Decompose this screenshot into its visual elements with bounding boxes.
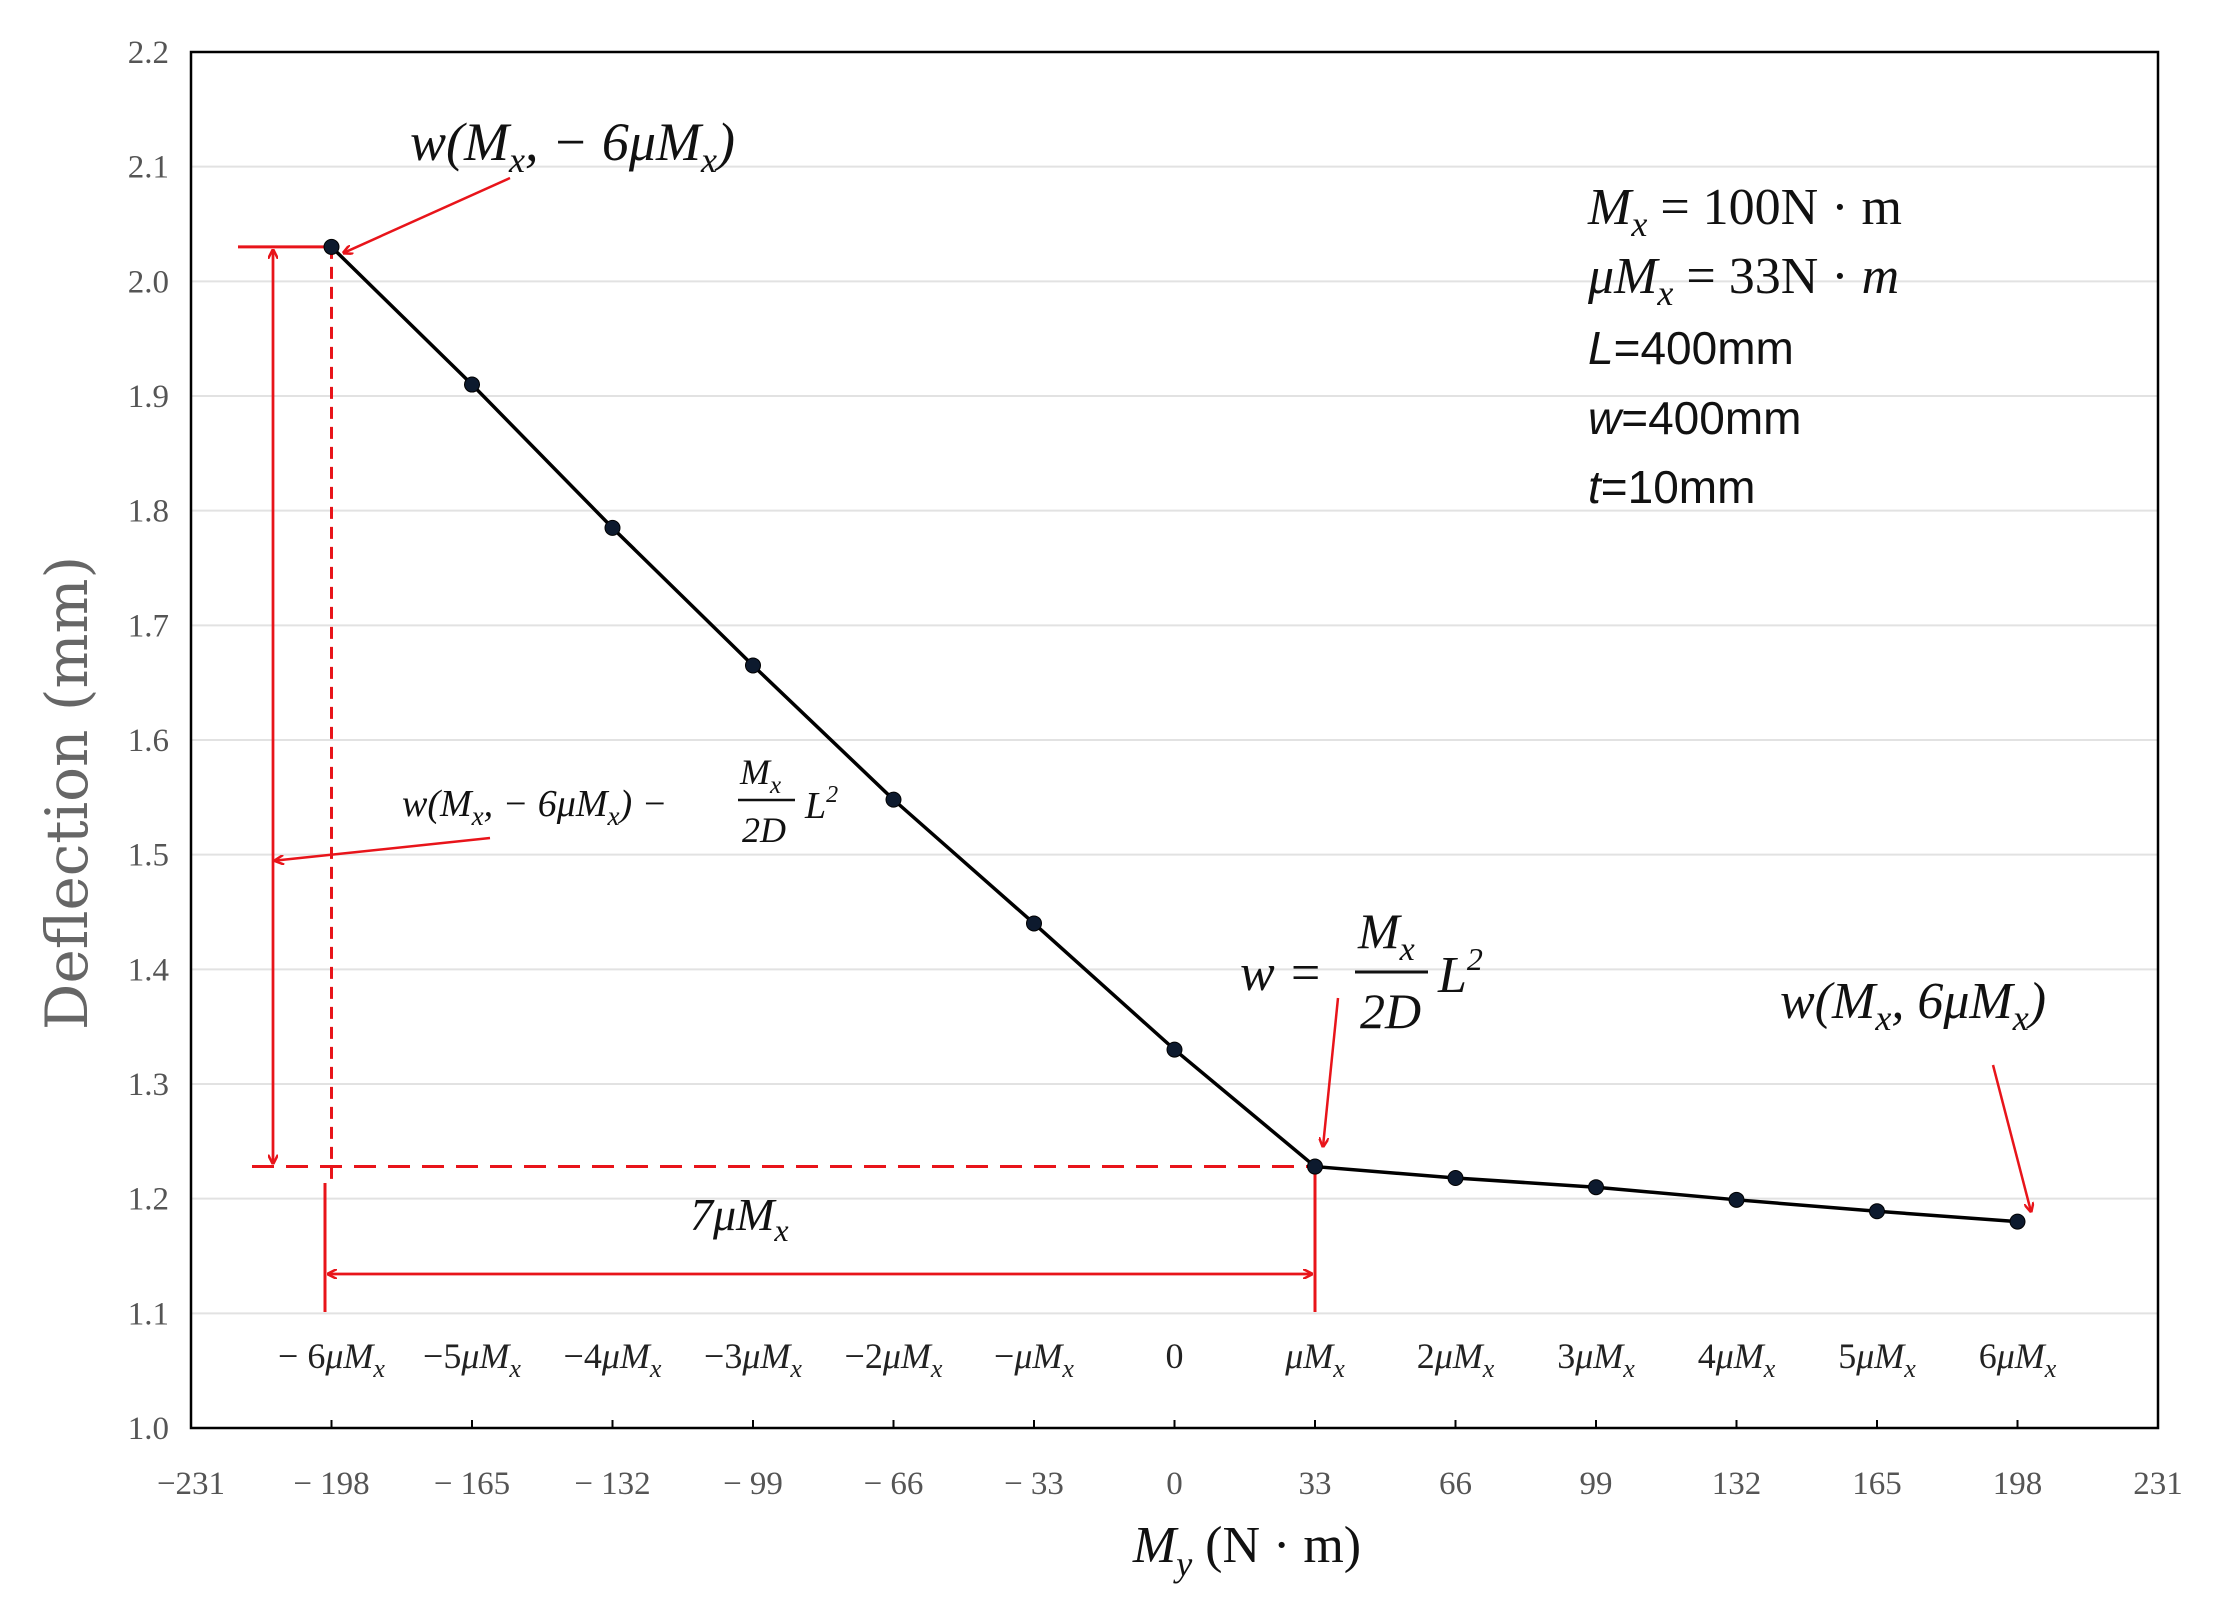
x-axis-title-unit: (N · m): [1192, 1517, 1361, 1574]
data-point: [1588, 1179, 1604, 1196]
x-tick-labels: −231 − 198 − 165 − 132 − 99 − 66 − 33 0 33 66 99 13…: [157, 1420, 2183, 1502]
y-tick-label: 1.2: [128, 1182, 169, 1218]
x-tick-label: 198: [1993, 1466, 2043, 1502]
data-point: [745, 657, 761, 674]
x-axis-title-sub: y: [1173, 1544, 1192, 1584]
y-tick-label: 1.4: [128, 952, 169, 988]
data-point: [604, 519, 621, 536]
param-mx: Mx = 100N · m: [1587, 179, 1902, 244]
moment-labels: − 6μMx −5μMx −4μMx −3μMx −2μMx −μMx 0 μMx 2μMx 3μ…: [278, 1336, 2057, 1383]
plot-frame: [189, 50, 2160, 1430]
param-t: t=10mm: [1588, 461, 1755, 513]
data-point: [1869, 1203, 1885, 1220]
kink-numerator: Mx: [1357, 903, 1415, 968]
moment-label: 4μMx: [1698, 1336, 1776, 1383]
annotation-difference: w(Mx, − 6μMx) − Mx 2D L2: [402, 752, 838, 850]
param-L: L=400mm: [1588, 322, 1794, 374]
moment-label: 0: [1166, 1336, 1184, 1376]
data-point: [1447, 1170, 1464, 1187]
annotation-kink: w = Mx 2D L2: [1240, 903, 1483, 1039]
moment-label: −μMx: [994, 1336, 1074, 1383]
moment-label: −3μMx: [704, 1336, 802, 1383]
moment-label: 2μMx: [1417, 1336, 1495, 1383]
data-point: [1307, 1158, 1323, 1175]
y-tick-label: 1.3: [128, 1067, 169, 1103]
y-tick-label: 1.7: [128, 608, 169, 644]
kink-lhs: w =: [1240, 945, 1323, 1002]
annotation-geometry: [238, 176, 2031, 1312]
x-tick-label: − 198: [293, 1466, 369, 1502]
difference-numerator: Mx: [739, 752, 781, 799]
y-axis-title: Deflection (mm): [33, 556, 101, 1030]
x-tick-label: 231: [2133, 1466, 2183, 1502]
kink-tail: L2: [1437, 941, 1483, 1004]
y-tick-label: 1.0: [128, 1411, 169, 1447]
x-tick-label: − 33: [1004, 1466, 1064, 1502]
y-tick-label: 2.1: [128, 150, 169, 186]
series-deflection: [323, 238, 2026, 1230]
x-tick-label: 0: [1166, 1466, 1183, 1502]
data-point: [1728, 1191, 1745, 1208]
x-axis-title: My (N · m): [1132, 1517, 1361, 1584]
x-tick-label: − 66: [864, 1466, 924, 1502]
difference-denominator: 2D: [742, 810, 786, 850]
data-point: [885, 791, 902, 808]
data-point: [464, 376, 480, 393]
moment-label: 6μMx: [1979, 1336, 2057, 1383]
y-tick-label: 2.2: [128, 35, 169, 71]
y-tick-label: 1.1: [128, 1296, 169, 1332]
difference-lhs: w(Mx, − 6μMx) −: [402, 783, 667, 831]
kink-denominator: 2D: [1360, 983, 1421, 1039]
x-tick-label: 99: [1580, 1466, 1613, 1502]
difference-tail: L2: [804, 782, 838, 827]
x-tick-label: − 165: [434, 1466, 510, 1502]
data-point: [1166, 1041, 1183, 1058]
moment-label: −4μMx: [564, 1336, 662, 1383]
y-tick-label: 1.5: [128, 838, 169, 874]
moment-label: 3μMx: [1557, 1336, 1635, 1383]
data-point: [2009, 1213, 2026, 1230]
x-tick-label: − 132: [574, 1466, 650, 1502]
moment-label: 5μMx: [1838, 1336, 1916, 1383]
moment-label: −2μMx: [845, 1336, 943, 1383]
moment-label: −5μMx: [423, 1336, 521, 1383]
y-tick-label: 2.0: [128, 264, 169, 300]
y-tick-labels: 1.0 1.1 1.2 1.3 1.4 1.5 1.6 1.7 1.8 1.9 2.0 2.1 2.2: [128, 35, 169, 1447]
pointer-difference: [275, 836, 491, 861]
param-mumx: μMx = 33N · m: [1587, 248, 1899, 313]
data-point: [1026, 915, 1042, 932]
moment-label: μMx: [1284, 1336, 1345, 1383]
x-axis-title-main: M: [1132, 1517, 1179, 1574]
x-tick-label: −231: [157, 1466, 225, 1502]
y-tick-label: 1.6: [128, 723, 169, 759]
x-tick-label: 165: [1852, 1466, 1902, 1502]
annotation-min-point: w(Mx, 6μMx): [1780, 973, 2046, 1038]
pointer-kink: [1323, 997, 1340, 1147]
data-point: [323, 238, 340, 255]
annotation-max-point: w(Mx, − 6μMx): [410, 112, 735, 180]
moment-label: − 6μMx: [278, 1336, 385, 1383]
x-tick-label: 66: [1439, 1466, 1472, 1502]
pointer-max: [344, 176, 511, 253]
y-tick-label: 1.8: [128, 494, 169, 530]
param-w: w=400mm: [1588, 392, 1801, 444]
x-tick-label: 33: [1299, 1466, 1332, 1502]
pointer-min: [1991, 1064, 2031, 1212]
parameters-block: Mx = 100N · m μMx = 33N · m L=400mm w=40…: [1587, 179, 1902, 513]
x-tick-label: − 99: [723, 1466, 783, 1502]
annotation-span: 7μMx: [690, 1189, 789, 1248]
y-tick-label: 1.9: [128, 379, 169, 415]
x-tick-label: 132: [1712, 1466, 1762, 1502]
